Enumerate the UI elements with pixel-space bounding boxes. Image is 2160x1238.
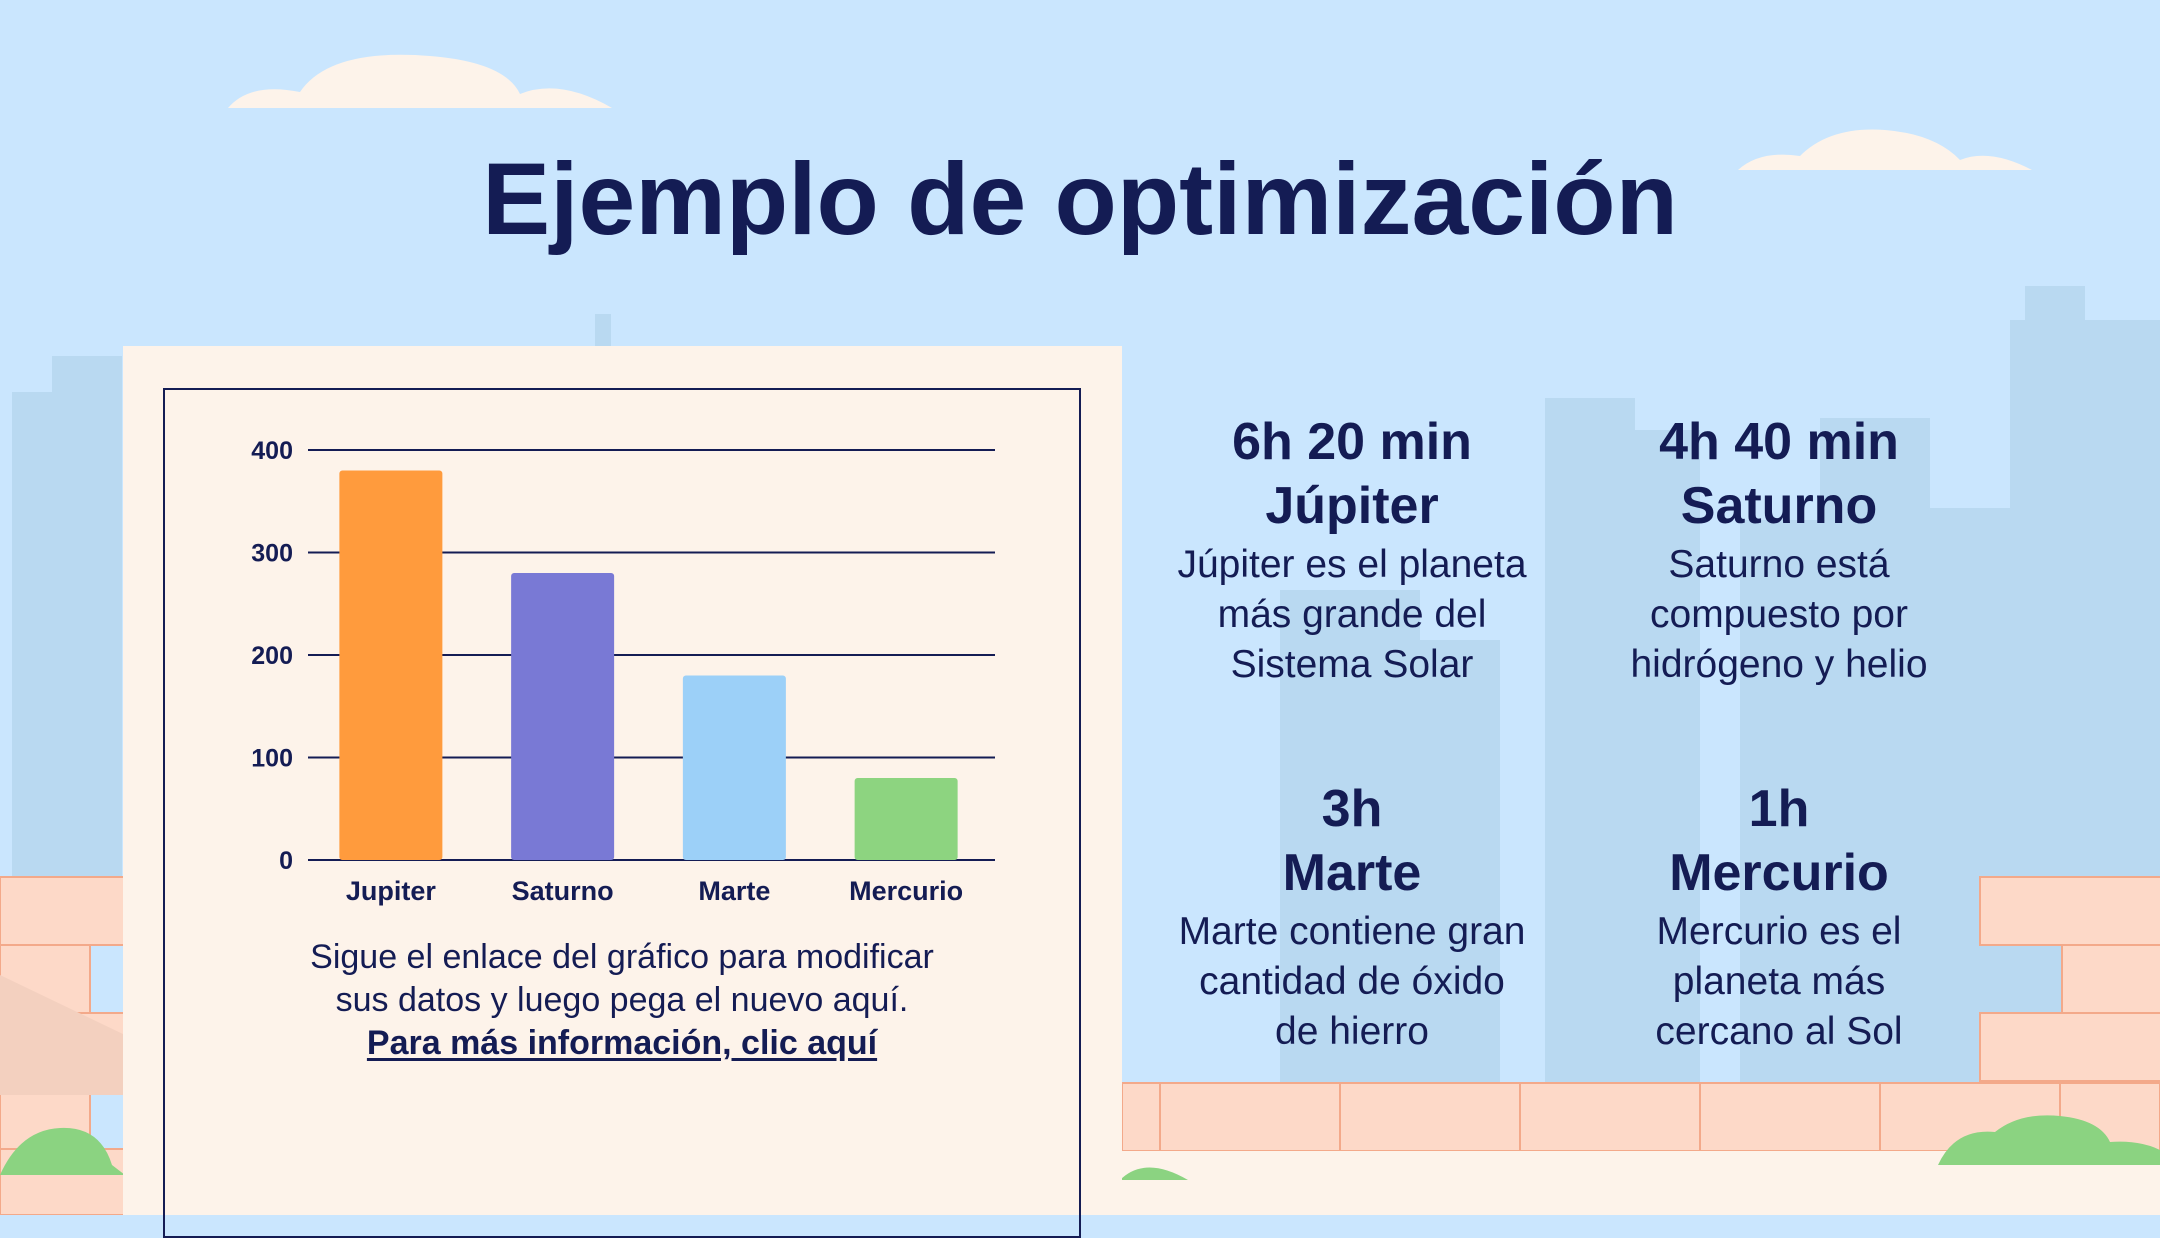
bar-chart: 0 100 200 300 400 Jupiter Saturno Marte Mercurio xyxy=(251,437,995,906)
stat-time: 6h 20 min xyxy=(1232,413,1472,471)
stat-planet-name: Mercurio xyxy=(1669,844,1889,902)
stat-description: Saturno está compuesto por hidrógeno y h… xyxy=(1559,540,1999,690)
stat-saturno: 4h 40 min Saturno Saturno está compuesto… xyxy=(1559,410,1999,690)
stat-planet-name: Júpiter xyxy=(1265,477,1439,535)
stat-time: 3h xyxy=(1321,780,1383,838)
stat-planet-name: Saturno xyxy=(1680,477,1878,535)
stat-description-line: de hierro xyxy=(1275,1010,1429,1053)
bar-marte xyxy=(682,675,786,860)
stat-description-line: cercano al Sol xyxy=(1655,1010,1903,1053)
city-skyline xyxy=(12,286,2160,1135)
clouds xyxy=(228,54,2032,170)
x-category-label: Jupiter xyxy=(346,876,437,906)
stat-mercurio: 1h Mercurio Mercurio es el planeta más c… xyxy=(1559,777,1999,1057)
stat-marte: 3h Marte Marte contiene gran cantidad de… xyxy=(1132,777,1572,1057)
more-info-link[interactable]: Para más información, clic aquí xyxy=(366,1024,878,1062)
y-tick-label: 0 xyxy=(279,847,293,875)
stat-description-line: cantidad de óxido xyxy=(1199,960,1505,1003)
chart-note: Sigue el enlace del gráfico para modific… xyxy=(163,936,1081,1065)
stat-description-line: hidrógeno y helio xyxy=(1630,643,1928,686)
stat-description-line: Júpiter es el planeta xyxy=(1177,543,1527,586)
stat-planet-name: Marte xyxy=(1282,844,1422,902)
x-category-label: Marte xyxy=(698,876,770,906)
chart-note-line-1: Sigue el enlace del gráfico para modific… xyxy=(310,938,934,976)
stat-description-line: Marte contiene gran xyxy=(1178,910,1526,953)
stat-description: Marte contiene gran cantidad de óxido de… xyxy=(1132,907,1572,1057)
chart-note-line-2: sus datos y luego pega el nuevo aquí. xyxy=(335,981,909,1019)
stat-time: 1h xyxy=(1748,780,1810,838)
y-tick-label: 100 xyxy=(251,745,293,773)
stat-time: 4h 40 min xyxy=(1659,413,1899,471)
stat-description-line: Saturno está xyxy=(1668,543,1890,586)
stat-description-line: compuesto por xyxy=(1650,593,1908,636)
stat-description-line: Mercurio es el xyxy=(1656,910,1902,953)
stat-description: Mercurio es el planeta más cercano al So… xyxy=(1559,907,1999,1057)
wall-shadow xyxy=(0,975,125,1095)
bar-mercurio xyxy=(854,778,958,860)
x-category-label: Saturno xyxy=(512,876,614,906)
page-title: Ejemplo de optimización xyxy=(482,142,1678,256)
y-tick-label: 300 xyxy=(251,540,293,568)
y-tick-label: 200 xyxy=(251,642,293,670)
stat-description: Júpiter es el planeta más grande del Sis… xyxy=(1132,540,1572,690)
right-brick-wall xyxy=(1979,876,2160,1082)
stat-description-line: más grande del xyxy=(1217,593,1487,636)
bushes xyxy=(0,1115,2160,1180)
y-tick-label: 400 xyxy=(251,437,293,465)
stat-description-line: Sistema Solar xyxy=(1230,643,1474,686)
bar-saturno xyxy=(511,573,615,860)
stat-jupiter: 6h 20 min Júpiter Júpiter es el planeta … xyxy=(1132,410,1572,690)
bar-jupiter xyxy=(339,470,443,860)
x-category-label: Mercurio xyxy=(849,876,963,906)
stat-description-line: planeta más xyxy=(1672,960,1886,1003)
